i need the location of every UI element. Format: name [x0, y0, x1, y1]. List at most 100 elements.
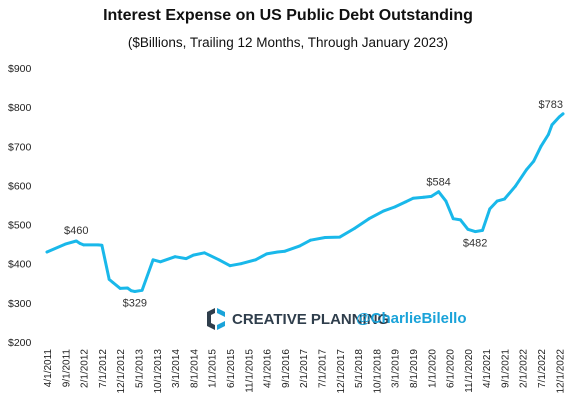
data-point [74, 239, 78, 243]
data-point [217, 258, 221, 262]
x-tick-label: 9/1/2016 [281, 349, 292, 388]
data-point [111, 281, 115, 284]
data-point [45, 250, 49, 254]
creative-planning-logo-icon [207, 308, 225, 330]
data-point [159, 260, 162, 264]
data-point [353, 227, 356, 230]
data-point [265, 252, 268, 256]
data-point [126, 286, 129, 290]
data-label: $482 [463, 238, 487, 250]
y-tick-label: $900 [8, 63, 32, 75]
data-point [488, 207, 492, 211]
data-point [411, 196, 415, 200]
data-point [192, 253, 195, 257]
data-point [78, 242, 82, 245]
data-point [557, 115, 561, 119]
data-point [140, 288, 144, 292]
y-tick-label: $800 [8, 102, 32, 114]
x-tick-label: 2/1/2022 [519, 349, 530, 388]
series-line [45, 112, 565, 293]
data-point [133, 290, 137, 293]
x-tick-label: 6/1/2015 [226, 349, 237, 388]
data-point [525, 168, 528, 172]
data-point [367, 217, 371, 221]
data-point [338, 235, 342, 239]
data-label: $584 [426, 177, 450, 189]
data-label: $329 [123, 298, 147, 310]
x-tick-label: 9/1/2011 [61, 349, 72, 388]
data-point [539, 144, 543, 148]
y-tick-label: $700 [8, 141, 32, 153]
series-interest-expense [45, 112, 565, 293]
data-point [239, 262, 243, 266]
data-point [184, 257, 188, 260]
y-axis-ticks: $200 $300 $400 $500 $600 $700 $800 $900 [8, 63, 32, 349]
data-point [151, 258, 155, 262]
data-point [481, 229, 484, 232]
data-point [451, 217, 455, 221]
x-tick-label: 4/1/2016 [263, 349, 274, 388]
x-tick-label: 8/1/2014 [189, 349, 200, 388]
x-tick-label: 2/1/2017 [299, 349, 310, 388]
x-tick-label: 7/1/2012 [98, 349, 109, 388]
data-point [550, 123, 554, 127]
data-point [547, 133, 550, 136]
data-point [495, 199, 499, 203]
data-point [514, 184, 517, 188]
x-tick-label: 6/1/2020 [446, 349, 457, 388]
data-point [437, 190, 440, 194]
x-tick-label: 11/1/2020 [464, 349, 475, 393]
data-point [203, 251, 206, 255]
data-point [82, 243, 85, 247]
data-point [100, 243, 104, 247]
data-point [309, 238, 312, 242]
x-tick-label: 3/1/2019 [391, 349, 402, 388]
data-label: $783 [539, 99, 563, 111]
x-tick-label: 12/1/2012 [116, 349, 127, 394]
data-point [382, 209, 386, 213]
data-point [323, 236, 327, 239]
watermark: CREATIVE PLANNING @CharlieBilello [207, 308, 467, 330]
y-tick-label: $300 [8, 298, 32, 310]
x-tick-label: 4/1/2021 [482, 349, 493, 388]
y-tick-label: $400 [8, 259, 32, 271]
data-point [459, 218, 462, 222]
x-tick-label: 3/1/2014 [171, 349, 182, 388]
x-tick-label: 5/1/2018 [354, 349, 365, 388]
data-point [444, 199, 448, 203]
data-point [393, 205, 397, 209]
watermark-brand: CREATIVE PLANNING [232, 311, 389, 328]
data-point [429, 195, 433, 198]
x-tick-label: 4/1/2011 [43, 349, 54, 388]
data-point [404, 200, 407, 204]
data-point [96, 243, 100, 247]
data-point [254, 258, 257, 262]
x-tick-label: 12/1/2022 [555, 349, 566, 394]
data-point [276, 250, 279, 254]
chart-title: Interest Expense on US Public Debt Outst… [103, 7, 473, 24]
x-tick-label: 1/1/2015 [208, 349, 219, 388]
data-point [422, 195, 426, 199]
data-point [129, 289, 133, 293]
x-tick-label: 10/1/2013 [153, 349, 164, 394]
x-tick-label: 2/1/2012 [80, 349, 91, 388]
x-tick-label: 11/1/2015 [244, 349, 255, 393]
data-point [283, 249, 287, 253]
x-tick-label: 12/1/2017 [336, 349, 347, 394]
data-point [473, 230, 477, 234]
x-axis-ticks: 4/1/2011 9/1/2011 2/1/2012 7/1/2012 12/1/201… [43, 349, 566, 394]
data-point [173, 255, 177, 259]
x-tick-label: 1/1/2020 [427, 349, 438, 388]
x-tick-label: 7/1/2017 [317, 349, 328, 388]
data-point [532, 159, 536, 163]
data-point [228, 264, 232, 268]
data-point [107, 278, 111, 281]
watermark-handle: @CharlieBilello [356, 310, 467, 327]
data-label: $460 [64, 225, 88, 237]
x-tick-label: 10/1/2018 [372, 349, 383, 394]
data-point [503, 197, 506, 201]
x-tick-label: 9/1/2021 [500, 349, 511, 388]
y-tick-label: $600 [8, 180, 32, 192]
data-point [561, 112, 565, 116]
